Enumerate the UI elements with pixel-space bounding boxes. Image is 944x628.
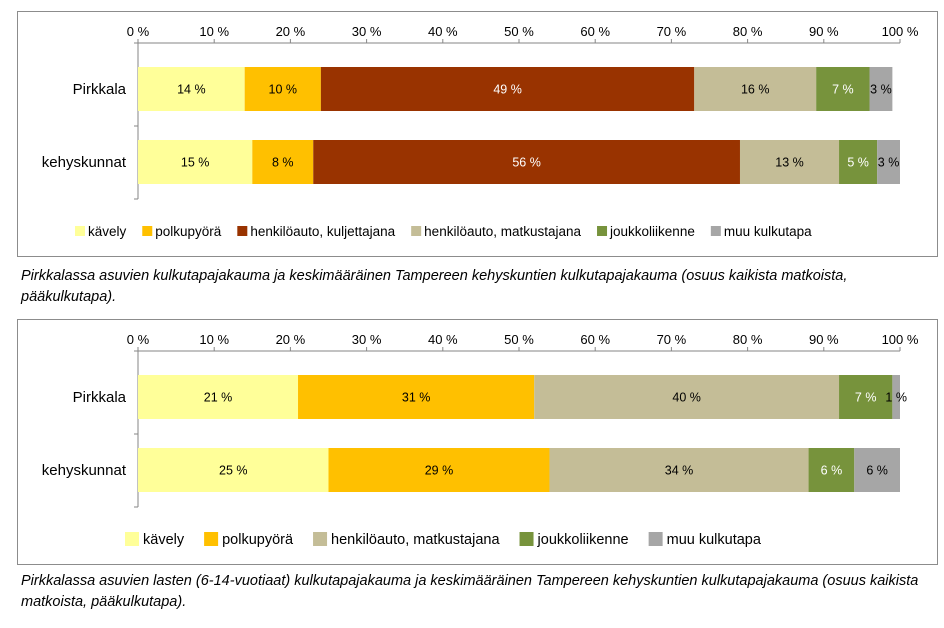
category-label: Pirkkala: [73, 81, 127, 98]
data-label: 7 %: [832, 83, 854, 97]
data-label: 14 %: [177, 83, 206, 97]
legend-label: polkupyörä: [222, 532, 294, 548]
x-tick-label: 60 %: [580, 332, 610, 347]
bar-segment: [328, 448, 550, 492]
data-label: 31 %: [402, 391, 431, 405]
x-tick-label: 60 %: [580, 24, 610, 39]
legend-swatch: [313, 532, 328, 546]
data-label: 10 %: [269, 83, 298, 97]
data-label: 16 %: [741, 83, 770, 97]
legend-swatch: [597, 226, 608, 236]
data-label: 6 %: [866, 464, 888, 478]
bar-segment: [877, 140, 900, 184]
x-tick-label: 30 %: [352, 332, 382, 347]
bar-segment: [892, 375, 900, 419]
legend-label: henkilöauto, matkustajana: [424, 224, 581, 239]
x-tick-label: 100 %: [882, 24, 919, 39]
chart-panel-1: 0 % 10 % 20 % 30 % 40 % 50 % 60 % 70 % 80 % 90 % 1…: [17, 11, 938, 257]
legend-swatch: [237, 226, 248, 236]
legend-swatch: [648, 532, 663, 546]
bar-segment: [534, 375, 840, 419]
x-tick-label: 80 %: [733, 332, 763, 347]
legend-label: joukkoliikenne: [609, 224, 695, 239]
x-tick-label: 20 %: [276, 332, 306, 347]
x-tick-label: 70 %: [657, 332, 687, 347]
legend-swatch: [142, 226, 153, 236]
x-tick-label: 20 %: [276, 24, 306, 39]
legend-label: muu kulkutapa: [724, 224, 812, 239]
data-label: 15 %: [181, 156, 210, 170]
data-label: 6 %: [821, 464, 843, 478]
bar-segment: [854, 448, 900, 492]
legend-label: muu kulkutapa: [667, 532, 762, 548]
data-label: 8 %: [272, 156, 294, 170]
data-label: 56 %: [512, 156, 541, 170]
bar-segment: [816, 67, 870, 111]
bar-segment: [138, 375, 299, 419]
x-tick-label: 50 %: [504, 332, 534, 347]
chart-2-svg: 0 % 10 % 20 % 30 % 40 % 50 % 60 % 70 % 80 % 90 % 1…: [42, 332, 919, 548]
category-label: kehyskunnat: [42, 154, 127, 171]
x-tick-label: 40 %: [428, 24, 458, 39]
data-label: 3 %: [870, 83, 892, 97]
x-tick-label: 40 %: [428, 332, 458, 347]
bar-segment: [694, 67, 817, 111]
legend-swatch: [125, 532, 139, 546]
chart-1-caption: Pirkkalassa asuvien kulkutapajakauma ja …: [21, 268, 848, 305]
data-label: 21 %: [204, 391, 233, 405]
data-label: 49 %: [493, 83, 522, 97]
legend-label: henkilöauto, matkustajana: [331, 532, 500, 548]
bar-segment: [313, 140, 740, 184]
data-label: 29 %: [425, 464, 454, 478]
x-tick-label: 100 %: [882, 332, 919, 347]
bar-segment: [869, 67, 893, 111]
legend-swatch: [204, 532, 219, 546]
x-tick-label: 70 %: [657, 24, 687, 39]
legend-label: henkilöauto, kuljettajana: [250, 224, 395, 239]
bar-segment: [839, 375, 893, 419]
bar-segment: [549, 448, 809, 492]
chart-1-svg: 0 % 10 % 20 % 30 % 40 % 50 % 60 % 70 % 80 % 90 % 1…: [42, 24, 919, 239]
data-label: 13 %: [775, 156, 804, 170]
x-tick-label: 10 %: [199, 332, 229, 347]
x-tick-label: 0 %: [127, 332, 150, 347]
chart-2-caption: Pirkkalassa asuvien lasten (6-14-vuotiaa…: [21, 573, 919, 610]
data-label: 3 %: [878, 156, 900, 170]
bar-segment: [298, 375, 535, 419]
chart-panel-2: 0 % 10 % 20 % 30 % 40 % 50 % 60 % 70 % 80 % 90 % 1…: [17, 319, 938, 565]
data-label: 5 %: [847, 156, 869, 170]
category-label: Pirkkala: [73, 389, 127, 406]
bar-segment: [244, 67, 321, 111]
x-tick-label: 10 %: [199, 24, 229, 39]
bar-segment: [252, 140, 314, 184]
data-label: 1 %: [885, 391, 907, 405]
data-label: 25 %: [219, 464, 248, 478]
bar-segment: [839, 140, 878, 184]
bar-segment: [320, 67, 695, 111]
legend-label: polkupyörä: [155, 224, 222, 239]
data-label: 34 %: [665, 464, 694, 478]
legend-swatch: [710, 226, 721, 236]
bar-segment: [739, 140, 840, 184]
bar-segment: [138, 67, 245, 111]
bar-segment: [808, 448, 855, 492]
legend-swatch: [75, 226, 85, 236]
legend-label: joukkoliikenne: [537, 532, 629, 548]
data-label: 40 %: [672, 391, 701, 405]
data-label: 7 %: [855, 391, 877, 405]
x-tick-label: 50 %: [504, 24, 534, 39]
legend-swatch: [519, 532, 534, 546]
legend-label: kävely: [143, 532, 185, 548]
legend-swatch: [411, 226, 422, 236]
x-tick-label: 80 %: [733, 24, 763, 39]
x-tick-label: 0 %: [127, 24, 150, 39]
x-tick-label: 90 %: [809, 24, 839, 39]
x-tick-label: 90 %: [809, 332, 839, 347]
bar-segment: [138, 448, 329, 492]
x-tick-label: 30 %: [352, 24, 382, 39]
bar-segment: [138, 140, 253, 184]
legend-label: kävely: [88, 224, 127, 239]
category-label: kehyskunnat: [42, 462, 127, 479]
